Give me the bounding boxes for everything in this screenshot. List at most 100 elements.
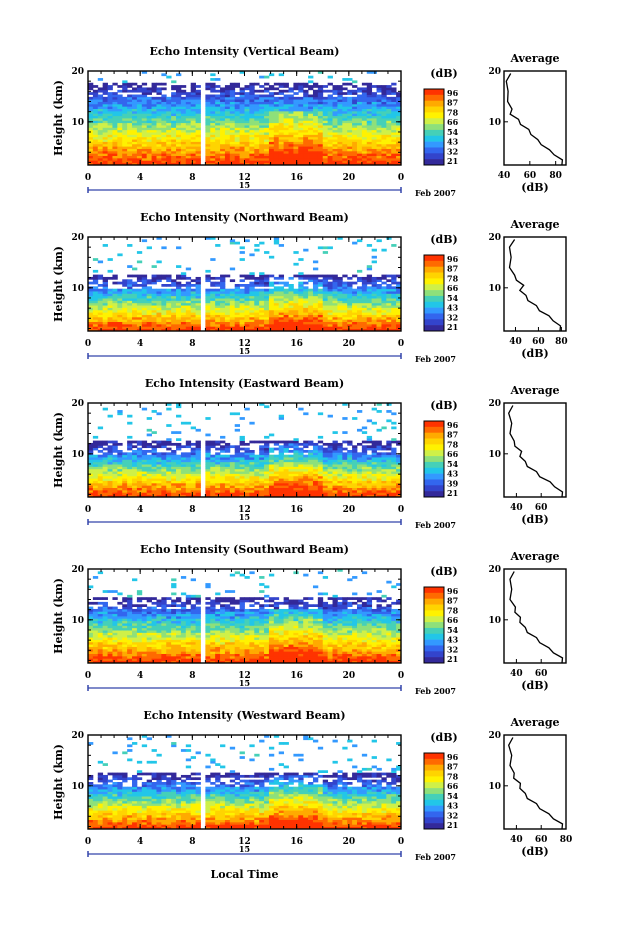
heatmap-cell bbox=[293, 151, 298, 154]
heatmap-cell bbox=[328, 139, 333, 142]
heatmap-cell bbox=[264, 289, 269, 292]
heatmap-cell bbox=[269, 146, 274, 149]
heatmap-cell bbox=[142, 408, 147, 411]
heatmap-cell bbox=[377, 132, 382, 135]
heatmap-cell bbox=[337, 448, 342, 451]
heatmap-cell bbox=[98, 310, 103, 313]
heatmap-cell bbox=[122, 279, 127, 282]
heatmap-cell bbox=[176, 102, 181, 105]
heatmap-cell bbox=[230, 412, 235, 415]
heatmap-cell bbox=[171, 85, 176, 88]
heatmap-cell bbox=[205, 127, 210, 130]
heatmap-cell bbox=[161, 310, 166, 313]
heatmap-cell bbox=[347, 137, 352, 140]
heatmap-cell bbox=[279, 300, 284, 303]
heatmap-cell bbox=[181, 317, 186, 320]
heatmap-cell bbox=[166, 462, 171, 465]
heatmap-cell bbox=[127, 127, 132, 130]
heatmap-cell bbox=[181, 478, 186, 481]
heatmap-cell bbox=[254, 282, 259, 285]
heatmap-cell bbox=[333, 111, 338, 114]
heatmap-cell bbox=[362, 291, 367, 294]
heatmap-cell bbox=[259, 279, 264, 282]
heatmap-cell bbox=[147, 317, 152, 320]
heatmap-cell bbox=[254, 315, 259, 318]
heatmap-cell bbox=[191, 478, 196, 481]
heatmap-cell bbox=[181, 134, 186, 137]
heatmap-cell bbox=[152, 137, 157, 140]
heatmap-cell bbox=[337, 300, 342, 303]
heatmap-cell bbox=[303, 286, 308, 289]
heatmap-cell bbox=[372, 132, 377, 135]
heatmap-cell bbox=[249, 132, 254, 135]
heatmap-cell bbox=[181, 322, 186, 325]
heatmap-cell bbox=[210, 462, 215, 465]
heatmap-cell bbox=[103, 455, 108, 458]
heatmap-cell bbox=[103, 293, 108, 296]
heatmap-cell bbox=[205, 106, 210, 109]
heatmap-cell bbox=[333, 127, 338, 130]
heatmap-cell bbox=[323, 125, 328, 128]
heatmap-cell bbox=[230, 298, 235, 301]
heatmap-cell bbox=[156, 412, 161, 415]
heatmap-cell bbox=[313, 319, 318, 322]
heatmap-cell bbox=[386, 303, 391, 306]
heatmap-cell bbox=[127, 125, 132, 128]
heatmap-cell bbox=[308, 137, 313, 140]
heatmap-cell bbox=[161, 488, 166, 491]
heatmap-cell bbox=[347, 305, 352, 308]
heatmap-cell bbox=[108, 102, 113, 105]
heatmap-cell bbox=[210, 466, 215, 469]
heatmap-cell bbox=[127, 282, 132, 285]
heatmap-cell bbox=[303, 319, 308, 322]
heatmap-cell bbox=[186, 104, 191, 107]
heatmap-cell bbox=[362, 139, 367, 142]
heatmap-cell bbox=[303, 142, 308, 145]
heatmap-cell bbox=[152, 85, 157, 88]
heatmap-cell bbox=[93, 99, 98, 102]
heatmap-cell bbox=[127, 83, 132, 86]
heatmap-cell bbox=[298, 293, 303, 296]
heatmap-cell bbox=[323, 464, 328, 467]
heatmap-cell bbox=[313, 156, 318, 159]
heatmap-cell bbox=[142, 149, 147, 152]
heatmap-cell bbox=[108, 106, 113, 109]
heatmap-cell bbox=[108, 319, 113, 322]
heatmap-cell bbox=[333, 300, 338, 303]
date-label: Feb 2007 bbox=[415, 354, 456, 364]
heatmap-cell bbox=[108, 142, 113, 145]
heatmap-cell bbox=[156, 279, 161, 282]
heatmap-cell bbox=[98, 464, 103, 467]
heatmap-cell bbox=[372, 118, 377, 121]
heatmap-cell bbox=[156, 142, 161, 145]
heatmap-cell bbox=[230, 462, 235, 465]
heatmap-cell bbox=[259, 298, 264, 301]
heatmap-cell bbox=[98, 132, 103, 135]
heatmap-cell bbox=[367, 118, 372, 121]
heatmap-cell bbox=[98, 492, 103, 495]
heatmap-cell bbox=[225, 471, 230, 474]
heatmap-cell bbox=[386, 104, 391, 107]
heatmap-cell bbox=[181, 303, 186, 306]
heatmap-cell bbox=[298, 149, 303, 152]
heatmap-cell bbox=[176, 464, 181, 467]
heatmap-cell bbox=[318, 246, 323, 249]
heatmap-cell bbox=[372, 289, 377, 292]
heatmap-cell bbox=[142, 289, 147, 292]
heatmap-cell bbox=[240, 289, 245, 292]
heatmap-cell bbox=[318, 466, 323, 469]
heatmap-cell bbox=[103, 469, 108, 472]
heatmap-cell bbox=[323, 279, 328, 282]
heatmap-cell bbox=[308, 457, 313, 460]
heatmap-cell bbox=[337, 317, 342, 320]
heatmap-cell bbox=[103, 158, 108, 161]
heatmap-cell bbox=[225, 156, 230, 159]
heatmap-cell bbox=[274, 469, 279, 472]
heatmap-cell bbox=[171, 151, 176, 154]
heatmap-cell bbox=[205, 99, 210, 102]
heatmap-cell bbox=[323, 246, 328, 249]
heatmap-cell bbox=[191, 104, 196, 107]
heatmap-cell bbox=[386, 289, 391, 292]
heatmap-cell bbox=[308, 310, 313, 313]
heatmap-cell bbox=[93, 144, 98, 147]
